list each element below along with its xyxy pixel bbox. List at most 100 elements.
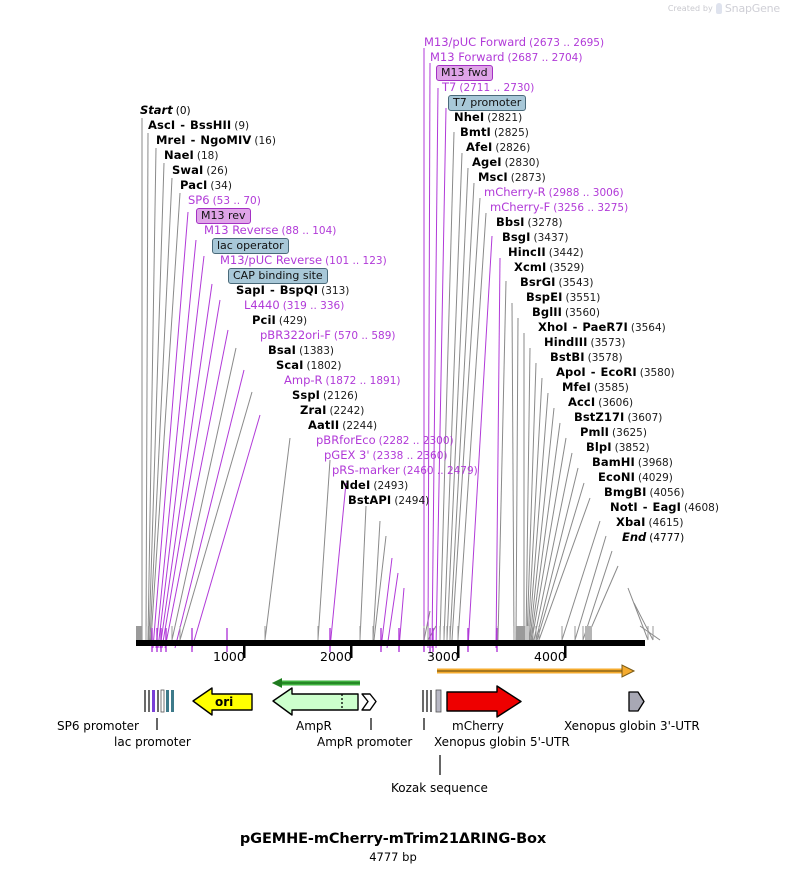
primer-label-l4440[interactable]: L4440 (319 .. 336) — [244, 298, 344, 313]
enzyme-label-bsai[interactable]: BsaI (1383) — [268, 343, 334, 358]
enzyme-label-nhei[interactable]: NheI (2821) — [454, 110, 522, 125]
feature-badge-lac-operator[interactable]: lac operator — [212, 238, 289, 254]
feature-badge-m13-fwd[interactable]: M13 fwd — [436, 65, 493, 81]
label-name: pRS-marker — [332, 463, 400, 477]
label-position: (3585) — [593, 382, 629, 394]
label-name: mCherry-R — [484, 185, 546, 199]
primer-label-pbrforeco[interactable]: pBRforEco (2282 .. 2300) — [316, 433, 454, 448]
ori-arrow-label: ori — [215, 695, 234, 709]
label-name: MreI — [156, 133, 186, 147]
primer-label-m13-reverse[interactable]: M13 Reverse (88 .. 104) — [204, 223, 336, 238]
enzyme-label-agei[interactable]: AgeI (2830) — [472, 155, 540, 170]
enzyme-label-swai[interactable]: SwaI (26) — [172, 163, 228, 178]
enzyme-label-bstapi[interactable]: BstAPI (2494) — [348, 493, 429, 508]
label-name: ZraI — [300, 403, 327, 417]
enzyme-label-aatii[interactable]: AatII (2244) — [308, 418, 377, 433]
enzyme-label-sapi[interactable]: SapI - BspQI (313) — [236, 283, 349, 298]
feature-label-kozak-sequence: Kozak sequence — [391, 781, 488, 795]
label-position: (34) — [210, 180, 232, 192]
enzyme-label-ndei[interactable]: NdeI (2493) — [340, 478, 408, 493]
label-name: AccI — [568, 395, 596, 409]
enzyme-label-bsgi[interactable]: BsgI (3437) — [502, 230, 568, 245]
enzyme-label-xbai[interactable]: XbaI (4615) — [616, 515, 683, 530]
enzyme-label-xhoi[interactable]: XhoI - PaeR7I (3564) — [538, 320, 666, 335]
primer-label-amp-r[interactable]: Amp-R (1872 .. 1891) — [284, 373, 401, 388]
label-name: M13 Reverse — [204, 223, 279, 237]
enzyme-label-bglii[interactable]: BglII (3560) — [532, 305, 600, 320]
label-name: BsrGI — [520, 275, 556, 289]
label-position: (3578) — [587, 352, 623, 364]
primer-label-prs-marker[interactable]: pRS-marker (2460 .. 2479) — [332, 463, 478, 478]
watermark-prefix: Created by — [667, 4, 713, 13]
feature-badge-cap-binding-site[interactable]: CAP binding site — [228, 268, 328, 284]
label-name: SwaI — [172, 163, 204, 177]
enzyme-label-paci[interactable]: PacI (34) — [180, 178, 232, 193]
enzyme-label-pmli[interactable]: PmlI (3625) — [580, 425, 647, 440]
feature-ampr-promoter-arrow — [272, 678, 360, 688]
label-position: (570 .. 589) — [333, 330, 396, 342]
label-name: AgeI — [472, 155, 502, 169]
label-name: pGEX 3' — [324, 448, 370, 462]
label-position: (2873) — [510, 172, 546, 184]
enzyme-label-scai[interactable]: ScaI (1802) — [276, 358, 341, 373]
label-position: (2494) — [394, 495, 430, 507]
label-name: PacI — [180, 178, 208, 192]
enzyme-label-hincii[interactable]: HincII (3442) — [508, 245, 584, 260]
enzyme-label-asci[interactable]: AscI - BssHII (9) — [148, 118, 249, 133]
enzyme-label-mfei[interactable]: MfeI (3585) — [562, 380, 629, 395]
enzyme-label-pcii[interactable]: PciI (429) — [252, 313, 307, 328]
enzyme-label-bamhi[interactable]: BamHI (3968) — [592, 455, 673, 470]
label-position: (9) — [234, 120, 250, 132]
enzyme-label-bsrgi[interactable]: BsrGI (3543) — [520, 275, 593, 290]
label-name: BamHI — [592, 455, 635, 469]
badge-text: CAP binding site — [228, 268, 328, 284]
enzyme-label-apoi[interactable]: ApoI - EcoRI (3580) — [556, 365, 675, 380]
primer-label-t7[interactable]: T7 (2711 .. 2730) — [442, 80, 534, 95]
primer-label-pbr322ori-f[interactable]: pBR322ori-F (570 .. 589) — [260, 328, 396, 343]
terminus-label-start[interactable]: Start (0) — [140, 103, 191, 118]
ruler-tick-3000: 3000 — [427, 649, 459, 664]
label-name: M13/pUC Forward — [424, 35, 527, 49]
enzyme-label-bmgbi[interactable]: BmgBI (4056) — [604, 485, 684, 500]
primer-label-m13-puc-reverse[interactable]: M13/pUC Reverse (101 .. 123) — [220, 253, 387, 268]
enzyme-label-naei[interactable]: NaeI (18) — [164, 148, 218, 163]
label-name: NaeI — [164, 148, 194, 162]
label-position: (3606) — [598, 397, 634, 409]
enzyme-label-sspi[interactable]: SspI (2126) — [292, 388, 358, 403]
label-position: (2126) — [323, 390, 358, 402]
enzyme-label-msci[interactable]: MscI (2873) — [478, 170, 546, 185]
enzyme-label-zrai[interactable]: ZraI (2242) — [300, 403, 364, 418]
label-position: (3968) — [637, 457, 673, 469]
enzyme-label-bspei[interactable]: BspEI (3551) — [526, 290, 600, 305]
label-name: BstBI — [550, 350, 585, 364]
primer-label-mcherry-r[interactable]: mCherry-R (2988 .. 3006) — [484, 185, 624, 200]
enzyme-label-bbsi[interactable]: BbsI (3278) — [496, 215, 562, 230]
primer-label-m13-forward[interactable]: M13 Forward (2687 .. 2704) — [430, 50, 582, 65]
label-name: Start — [140, 103, 173, 117]
badge-text: lac operator — [212, 238, 289, 254]
label-position: (4056) — [649, 487, 685, 499]
enzyme-label-xcmi[interactable]: XcmI (3529) — [514, 260, 584, 275]
primer-label-mcherry-f[interactable]: mCherry-F (3256 .. 3275) — [490, 200, 628, 215]
enzyme-label-econi[interactable]: EcoNI (4029) — [598, 470, 673, 485]
enzyme-label-blpi[interactable]: BlpI (3852) — [586, 440, 650, 455]
primer-label-m13-puc-forward[interactable]: M13/pUC Forward (2673 .. 2695) — [424, 35, 604, 50]
snapgene-watermark: Created by SnapGene — [668, 2, 780, 15]
feature-badge-t7-promoter[interactable]: T7 promoter — [448, 95, 527, 111]
enzyme-label-hindiii[interactable]: HindIII (3573) — [544, 335, 625, 350]
primer-label-sp6[interactable]: SP6 (53 .. 70) — [188, 193, 261, 208]
enzyme-label-bstz17i[interactable]: BstZ17I (3607) — [574, 410, 662, 425]
label-position: (2338 .. 2360) — [372, 450, 448, 462]
plasmid-size: 4777 bp — [369, 850, 417, 864]
enzyme-label-acci[interactable]: AccI (3606) — [568, 395, 633, 410]
enzyme-label-bmti[interactable]: BmtI (2825) — [460, 125, 529, 140]
enzyme-label-bstbi[interactable]: BstBI (3578) — [550, 350, 623, 365]
enzyme-label-afei[interactable]: AfeI (2826) — [466, 140, 530, 155]
primer-label-pgex-3[interactable]: pGEX 3' (2338 .. 2360) — [324, 448, 448, 463]
terminus-label-end[interactable]: End (4777) — [622, 530, 684, 545]
enzyme-label-mrei[interactable]: MreI - NgoMIV (16) — [156, 133, 276, 148]
label-position: (2711 .. 2730) — [459, 82, 535, 94]
enzyme-label-noti[interactable]: NotI - EagI (4608) — [610, 500, 719, 515]
label-name: XbaI — [616, 515, 646, 529]
feature-badge-m13-rev[interactable]: M13 rev — [196, 208, 251, 224]
